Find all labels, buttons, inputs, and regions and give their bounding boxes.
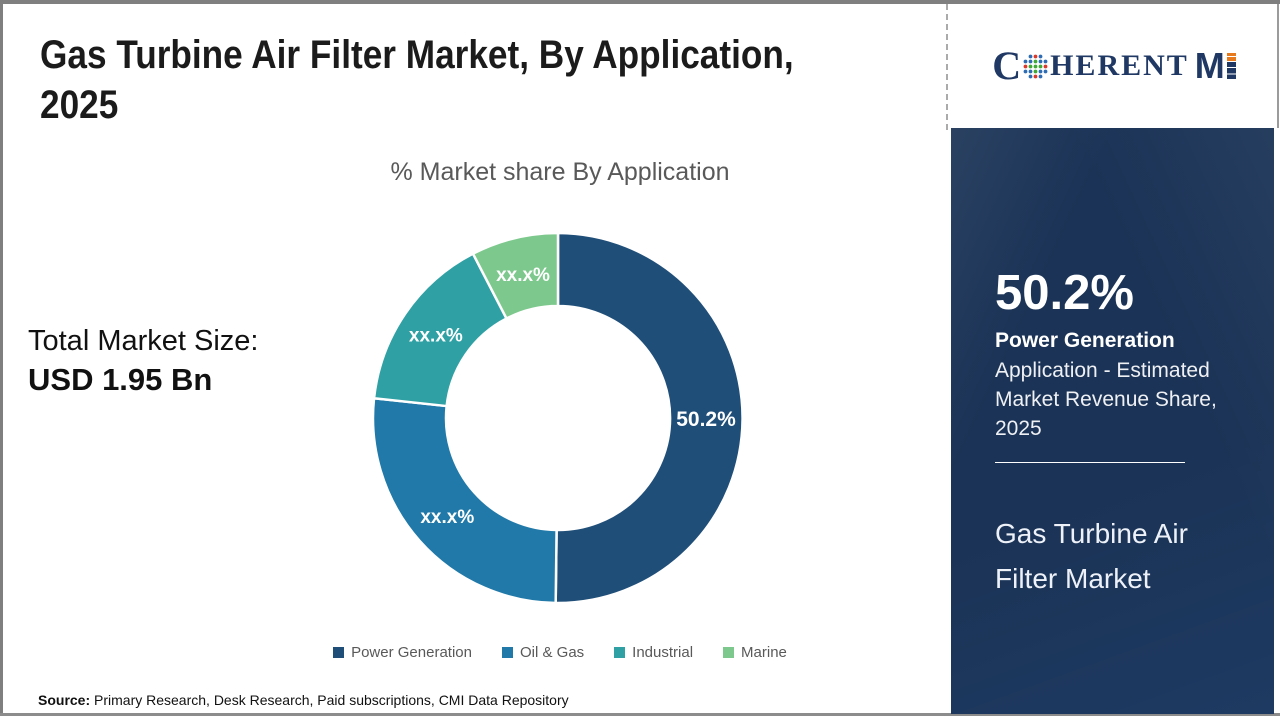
source-note: Source: Primary Research, Desk Research,… [38, 692, 569, 708]
highlight-panel: 50.2% Power Generation Application - Est… [951, 128, 1274, 714]
page-left-border [0, 0, 3, 716]
logo-letter-m: M [1194, 45, 1225, 86]
legend-label: Industrial [632, 644, 694, 661]
logo-i-tower-icon [1226, 53, 1236, 79]
legend-label: Marine [741, 644, 787, 661]
page-right-border [1277, 4, 1279, 128]
donut-segment-label-1: 50.2% [676, 408, 736, 431]
page-title-line1: Gas Turbine Air Filter Market, By Applic… [40, 33, 794, 77]
legend-item-2: Oil & Gas [501, 644, 585, 661]
page-title: Gas Turbine Air Filter Market, By Applic… [40, 30, 832, 130]
panel-divider-line [995, 462, 1185, 463]
legend-label: Oil & Gas [519, 644, 585, 661]
legend-item-3: Industrial [614, 644, 693, 661]
dashed-vertical-divider [946, 4, 948, 130]
page-bottom-border [0, 713, 1280, 716]
donut-segment-1 [554, 231, 744, 605]
donut-segment-label-2: xx.x% [420, 507, 474, 528]
coherent-globe-icon [1023, 54, 1048, 78]
coherentmi-logo: C HERENT M [992, 46, 1236, 86]
source-text: Primary Research, Desk Research, Paid su… [94, 692, 569, 708]
legend-marker-icon [333, 647, 345, 658]
total-market-size-value: USD 1.95 Bn [28, 362, 213, 397]
legend-marker-icon [614, 647, 626, 658]
legend-label: Power Generation [351, 644, 472, 661]
donut-segment-label-3: xx.x% [409, 325, 463, 346]
legend-marker-icon [723, 647, 735, 658]
donut-chart: 50.2% xx.x% xx.x% xx.x% [371, 231, 745, 605]
legend-item-1: Power Generation [333, 644, 472, 661]
donut-segment-2 [371, 397, 558, 605]
donut-svg: 50.2% xx.x% xx.x% xx.x% [371, 231, 744, 605]
total-market-size-block: Total Market Size: USD 1.95 Bn [28, 322, 258, 400]
page-title-line2: 2025 [40, 83, 119, 127]
legend-item-4: Marine [723, 644, 787, 661]
page-top-border [0, 0, 1280, 4]
source-label: Source: [38, 692, 91, 708]
legend-marker-icon [501, 647, 513, 658]
panel-market-name: Gas Turbine Air Filter Market [995, 518, 1188, 594]
total-market-size-label: Total Market Size: [28, 325, 259, 357]
panel-stat-name: Power Generation [995, 329, 1175, 352]
logo-letter-c: C [992, 43, 1022, 88]
logo-box: C HERENT M [951, 4, 1277, 128]
panel-stat-value: 50.2% [995, 266, 1134, 320]
logo-letters-herent: HERENT [1050, 49, 1189, 82]
chart-legend: Power Generation Oil & Gas Industrial Marin… [160, 644, 960, 661]
donut-segment-label-4: xx.x% [496, 265, 550, 286]
donut-segment-4 [471, 231, 560, 320]
chart-title: % Market share By Application [390, 158, 730, 186]
panel-stat-description: Application - Estimated Market Revenue S… [995, 359, 1217, 440]
